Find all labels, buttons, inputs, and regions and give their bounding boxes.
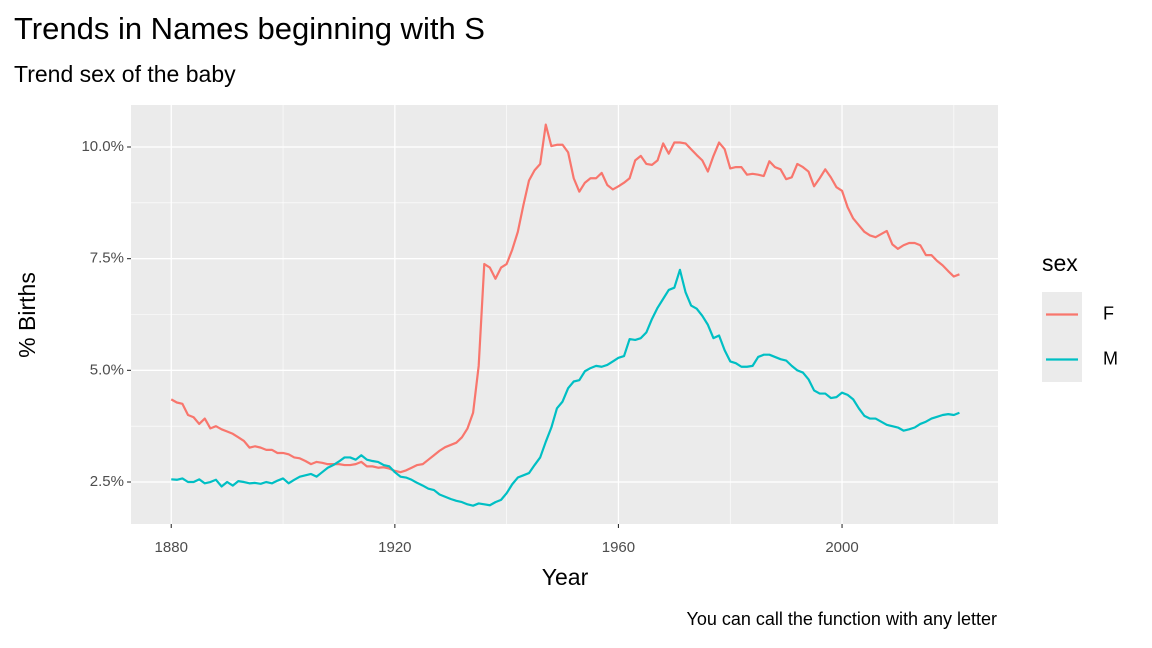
series-line [170,123,960,474]
x-axis-label: Year [542,564,589,590]
x-tick-label: 1960 [602,539,635,556]
x-tick-label: 1920 [378,539,411,556]
legend-label: F [1103,303,1114,323]
series-line [171,268,960,507]
legend-label: M [1103,348,1118,368]
y-tick-label: 5.0% [90,361,124,378]
legend-title: sex [1042,250,1078,276]
y-tick-label: 7.5% [90,250,124,267]
y-axis-label: % Births [14,272,40,358]
y-tick-label: 2.5% [90,473,124,490]
caption: You can call the function with any lette… [686,609,997,629]
x-tick-label: 1880 [155,539,188,556]
x-tick-label: 2000 [825,539,858,556]
y-tick-label: 10.0% [81,138,124,155]
chart-subtitle: Trend sex of the baby [14,61,236,87]
chart-title: Trends in Names beginning with S [14,11,485,46]
